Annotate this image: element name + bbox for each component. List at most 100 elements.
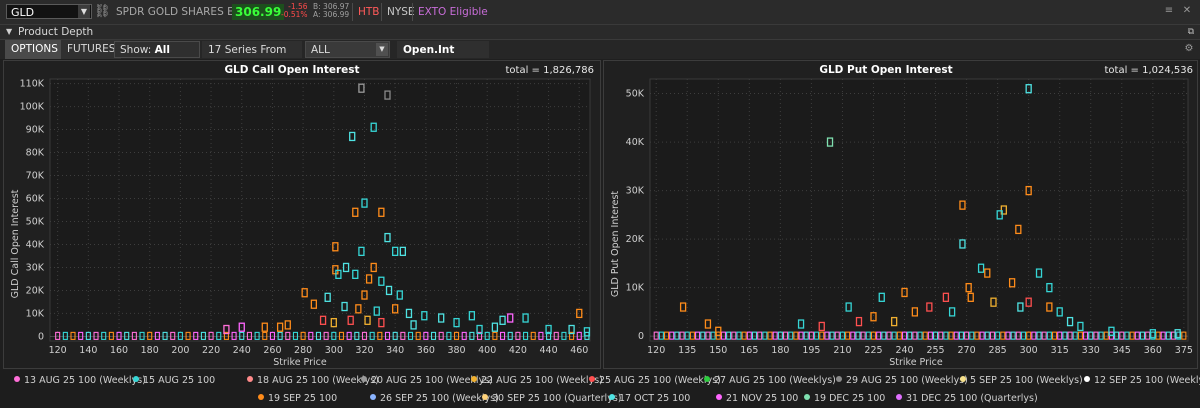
legend-item[interactable]: 19 SEP 25 100 — [258, 392, 337, 406]
y-tick-label: 10K — [26, 308, 45, 319]
y-tick-label: 70K — [26, 171, 45, 182]
x-tick-label: 300 — [1020, 345, 1038, 356]
symbol-input[interactable]: GLD — [6, 4, 92, 19]
legend-item[interactable]: 26 SEP 25 100 (Weeklys) — [370, 392, 499, 406]
baseline-marker — [515, 331, 521, 340]
legend-label: 17 OCT 25 100 — [619, 393, 691, 404]
product-depth-header[interactable]: ▼ Product Depth ⧉ — [0, 25, 1200, 40]
baseline-marker — [1160, 331, 1166, 340]
data-point — [365, 274, 373, 284]
baseline-marker — [139, 331, 145, 340]
show-filter[interactable]: Show: All — [114, 41, 200, 58]
legend-color-dot — [133, 376, 139, 382]
bid-ask: B: 306.97 A: 306.99 — [313, 3, 349, 19]
legend-item[interactable]: 30 SEP 25 100 (Quarterlys) — [482, 392, 621, 406]
data-point — [855, 316, 863, 327]
data-point — [364, 315, 371, 325]
settings-icon[interactable]: ⚙ — [1184, 43, 1194, 54]
change-value: -1.56 — [288, 2, 308, 11]
x-tick-label: 180 — [141, 345, 159, 356]
data-point — [568, 324, 575, 335]
x-axis-label: Strike Price — [273, 357, 327, 368]
metric-value: Open.Int — [403, 44, 455, 56]
filter-select[interactable]: ALL ▼ — [305, 41, 390, 58]
collapse-chevron-icon[interactable]: ▼ — [6, 27, 13, 36]
data-point — [410, 320, 417, 330]
put-chart-panel: GLD Put Open Interest total = 1,024,536 … — [603, 60, 1198, 369]
baseline-marker — [855, 331, 861, 340]
legend-label: 19 DEC 25 100 — [814, 393, 886, 404]
legend-item[interactable]: 29 AUG 25 100 (Weeklys) — [836, 374, 968, 388]
data-point — [349, 131, 356, 142]
baseline-marker — [300, 331, 306, 340]
legend-item[interactable]: 27 AUG 25 100 (Weeklys) — [704, 374, 836, 388]
data-point — [1000, 205, 1007, 215]
x-tick-label: 440 — [540, 345, 558, 356]
legend-item[interactable]: 13 AUG 25 100 (Weeklys) — [14, 374, 146, 388]
legend-item[interactable]: 22 AUG 25 100 (Weeklys) — [471, 374, 603, 388]
baseline-marker — [338, 331, 345, 340]
tab-options[interactable]: OPTIONS — [5, 40, 64, 59]
y-tick-label: 60K — [26, 194, 45, 205]
data-point — [1174, 329, 1181, 339]
legend-color-dot — [1084, 376, 1090, 382]
legend-row: 19 SEP 25 100 26 SEP 25 100 (Weeklys) 30 S… — [0, 392, 1200, 406]
legend-color-dot — [960, 376, 966, 382]
chevron-down-icon[interactable]: ▼ — [376, 43, 388, 56]
plot-area: 0 10K 20K 30K 40K 50K 120 135 150 165 180 195 210 225… — [626, 78, 1193, 356]
data-point — [438, 313, 445, 323]
legend-item[interactable]: 18 AUG 25 100 (Weeklys) — [247, 374, 379, 388]
baseline-marker — [1139, 331, 1146, 340]
data-point — [396, 290, 403, 300]
y-tick-label: 30K — [626, 186, 645, 197]
baseline-marker — [896, 331, 902, 340]
symbol-dropdown-icon[interactable]: ▼ — [78, 5, 90, 18]
baseline-marker — [1129, 331, 1135, 340]
baseline-marker — [907, 331, 913, 340]
baseline-marker — [415, 331, 421, 340]
data-point — [1015, 224, 1022, 235]
legend-color-dot — [836, 376, 842, 382]
baseline-marker — [746, 331, 752, 340]
legend-item[interactable]: 17 OCT 25 100 — [609, 392, 690, 406]
tab-futures[interactable]: FUTURES — [61, 40, 122, 59]
legend-color-dot — [609, 394, 615, 400]
x-tick-label: 380 — [447, 345, 465, 356]
data-point — [319, 315, 327, 325]
legend-item[interactable]: 25 AUG 25 100 (Weeklys) — [589, 374, 721, 388]
window-close-icon[interactable]: ✕ — [1182, 5, 1192, 16]
legend-item[interactable]: 5 SEP 25 100 (Weeklys) — [960, 374, 1083, 388]
legend-item[interactable]: 20 AUG 25 100 (Weeklys) — [361, 374, 493, 388]
link-chain-icon[interactable]: ⛓ — [94, 4, 111, 19]
x-tick-label: 240 — [895, 345, 913, 356]
legend-item[interactable]: 12 SEP 25 100 (Weeklys) — [1084, 374, 1200, 388]
popout-icon[interactable]: ⧉ — [1187, 27, 1194, 37]
x-tick-label: 420 — [509, 345, 527, 356]
legend-label: 13 AUG 25 100 (Weeklys) — [24, 375, 146, 386]
legend-item[interactable]: 21 NOV 25 100 — [716, 392, 798, 406]
baseline-marker — [1088, 331, 1094, 340]
baseline-marker — [777, 331, 783, 340]
data-point — [1046, 282, 1053, 293]
window-menu-icon[interactable]: ≡ — [1164, 5, 1174, 16]
series-selector[interactable]: 17 Series From 26 — [202, 41, 302, 73]
x-tick-label: 460 — [570, 345, 588, 356]
data-point — [1077, 321, 1084, 332]
baseline-marker — [989, 331, 996, 340]
legend-label: 15 AUG 25 100 — [143, 375, 216, 386]
legend-item[interactable]: 31 DEC 25 100 (Quarterlys) — [896, 392, 1038, 406]
legend-item[interactable]: 19 DEC 25 100 — [804, 392, 885, 406]
baseline-marker — [917, 331, 923, 340]
baseline-marker — [62, 331, 68, 340]
y-tick-label: 90K — [26, 125, 45, 136]
baseline-marker — [674, 331, 680, 340]
legend-label: 27 AUG 25 100 (Weeklys) — [714, 375, 836, 386]
section-title: Product Depth — [18, 26, 94, 38]
legend-item[interactable]: 15 AUG 25 100 — [133, 374, 215, 388]
series-legend: 13 AUG 25 100 (Weeklys) 15 AUG 25 100 18 A… — [0, 370, 1200, 408]
divider — [352, 3, 353, 21]
baseline-marker — [824, 331, 830, 340]
legend-label: 22 AUG 25 100 (Weeklys) — [481, 375, 603, 386]
metric-selector[interactable]: Open.Int — [397, 41, 489, 58]
data-point — [453, 317, 460, 328]
